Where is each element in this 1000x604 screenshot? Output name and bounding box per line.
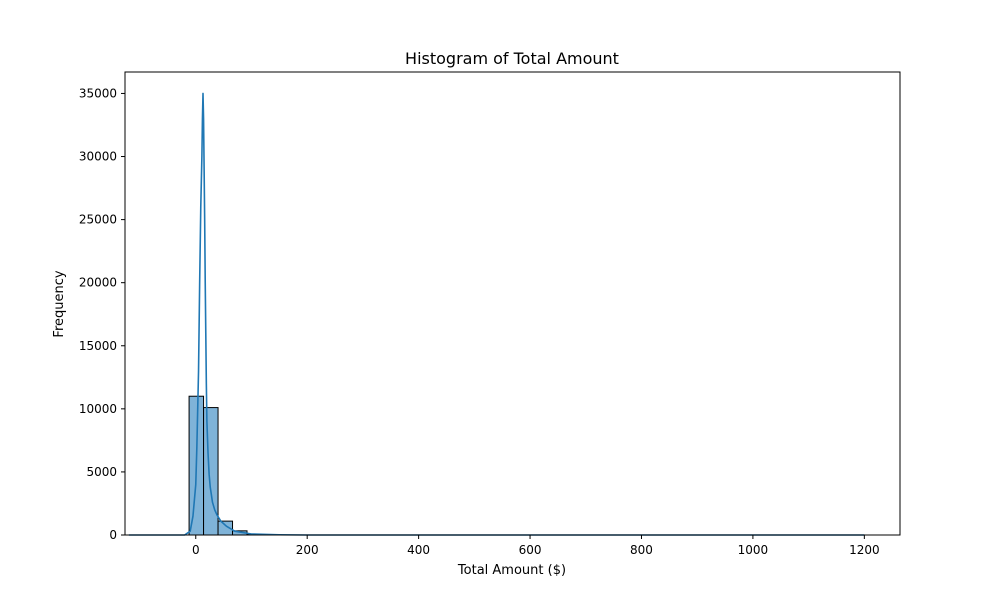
y-tick-label: 15000 [79,339,117,353]
y-tick-label: 0 [109,528,117,542]
y-tick-label: 25000 [79,213,117,227]
x-tick-label: 600 [519,543,542,557]
x-axis-ticks: 0 200 400 600 800 1000 1200 [192,535,880,557]
x-tick-label: 400 [407,543,430,557]
y-tick-label: 10000 [79,402,117,416]
y-axis-label: Frequency [52,270,67,337]
kde-line-layer [128,92,865,536]
y-tick-label: 30000 [79,150,117,164]
chart-title: Histogram of Total Amount [405,49,619,68]
x-tick-label: 800 [630,543,653,557]
plot-frame [124,71,901,536]
y-axis-ticks: 0 5000 10000 15000 20000 25000 30000 35000 [79,86,125,542]
x-tick-label: 1200 [849,543,880,557]
y-tick-label: 5000 [86,465,117,479]
x-tick-label: 0 [192,543,200,557]
x-axis-label: Total Amount ($) [457,563,566,578]
x-tick-label: 1000 [738,543,769,557]
kde-density-line [128,92,865,536]
x-tick-label: 200 [296,543,319,557]
y-tick-label: 20000 [79,276,117,290]
y-tick-label: 35000 [79,86,117,100]
histogram-bar-1 [203,407,219,536]
